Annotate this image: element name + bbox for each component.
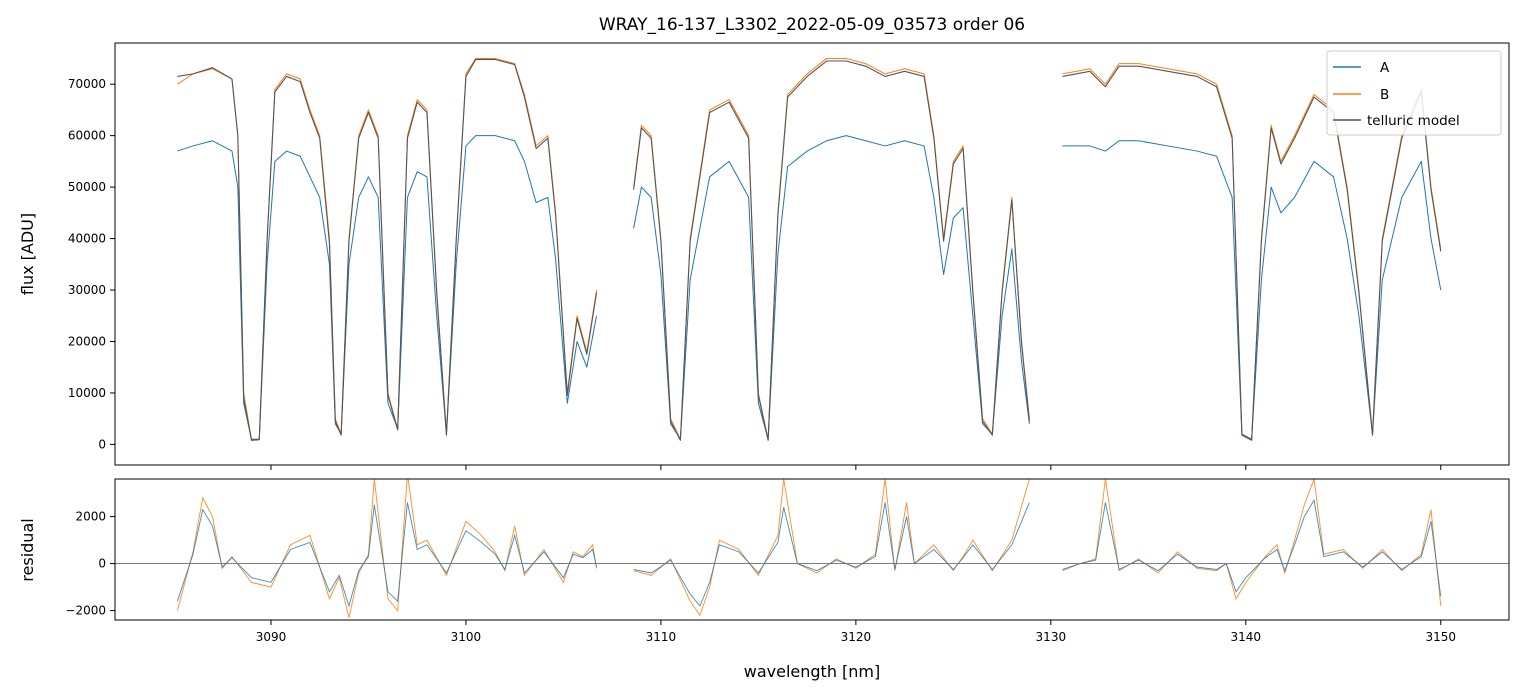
residual-y-axis: −2000 0 2000 bbox=[65, 510, 115, 618]
residual-panel-border bbox=[114, 478, 1510, 621]
residual-y-label: residual bbox=[18, 518, 37, 581]
flux-panel-border bbox=[114, 42, 1510, 466]
flux-y-tick-label: 60000 bbox=[68, 129, 106, 143]
x-tick-label: 3100 bbox=[451, 630, 482, 644]
flux-y-tick-label: 20000 bbox=[68, 334, 106, 348]
x-tick-label: 3110 bbox=[646, 630, 677, 644]
chart-title: WRAY_16-137_L3302_2022-05-09_03573 order… bbox=[599, 15, 1025, 35]
flux-y-tick-label: 70000 bbox=[68, 77, 106, 91]
flux-y-label: flux [ADU] bbox=[18, 213, 37, 295]
legend-box bbox=[1326, 50, 1502, 136]
flux-panel: 0 10000 20000 30000 40000 50000 60000 70000 flu… bbox=[18, 42, 1510, 470]
flux-y-tick-label: 0 bbox=[98, 437, 106, 451]
flux-y-tick-label: 10000 bbox=[68, 386, 106, 400]
flux-y-tick-label: 50000 bbox=[68, 180, 106, 194]
legend: A B telluric model bbox=[1326, 50, 1502, 136]
residual-line-a bbox=[176, 498, 1442, 608]
x-tick-label: 3090 bbox=[256, 630, 287, 644]
residual-y-tick-label: −2000 bbox=[65, 604, 106, 618]
legend-label-a: A bbox=[1380, 60, 1390, 76]
residual-panel-frame bbox=[115, 479, 1509, 620]
flux-y-axis: 0 10000 20000 30000 40000 50000 60000 70000 bbox=[68, 77, 115, 451]
flux-x-ticks bbox=[270, 465, 1442, 470]
residual-y-tick-label: 0 bbox=[98, 557, 106, 571]
x-tick-label: 3130 bbox=[1036, 630, 1067, 644]
flux-line-telluric-model bbox=[177, 58, 1442, 441]
x-tick-label: 3150 bbox=[1425, 630, 1456, 644]
flux-y-tick-label: 30000 bbox=[68, 283, 106, 297]
x-tick-label: 3140 bbox=[1231, 630, 1262, 644]
legend-label-model: telluric model bbox=[1367, 113, 1460, 129]
flux-series-group bbox=[177, 57, 1442, 441]
residual-y-tick-label: 2000 bbox=[75, 510, 106, 524]
flux-y-tick-label: 40000 bbox=[68, 232, 106, 246]
residual-x-axis: 3090 3100 3110 3120 3130 3140 3150 bbox=[256, 620, 1456, 644]
residual-series-group bbox=[115, 479, 1509, 618]
flux-panel-frame bbox=[115, 43, 1509, 465]
x-axis-label: wavelength [nm] bbox=[744, 662, 881, 681]
x-tick-label: 3120 bbox=[841, 630, 872, 644]
legend-label-b: B bbox=[1380, 87, 1389, 103]
